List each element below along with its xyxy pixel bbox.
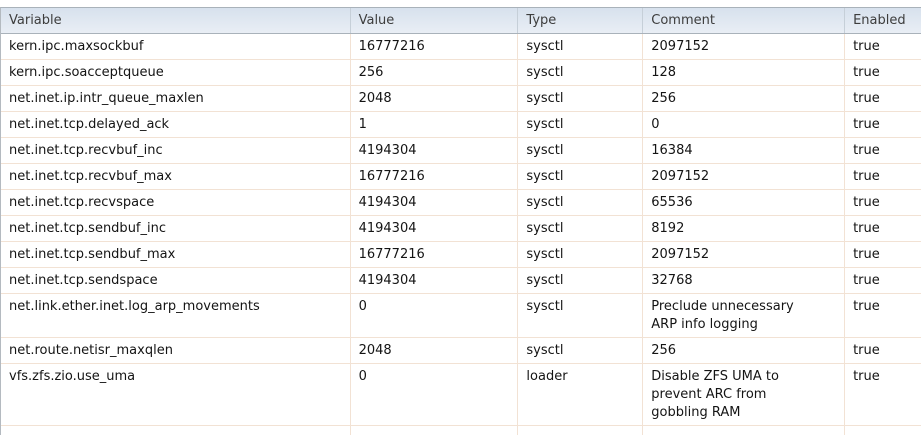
cell-variable: net.link.ether.inet.log_arp_movements	[1, 294, 351, 337]
cell-variable: net.route.netisr_maxqlen	[1, 338, 351, 363]
table-row[interactable]: net.inet.tcp.sendbuf_inc 4194304 sysctl 819…	[1, 216, 921, 242]
table-row[interactable]: vfs.zfs.zio.use_uma 0 loader Disable ZFS UM…	[1, 364, 921, 426]
cell-enabled: true	[853, 299, 880, 314]
cell-type: sysctl	[518, 216, 644, 241]
cell-value: 16777216	[351, 34, 519, 59]
cell-type: sysctl	[518, 190, 644, 215]
cell-type: sysctl	[518, 164, 644, 189]
cell-enabled: true	[853, 221, 880, 236]
cell-enabled: true	[853, 65, 880, 80]
cell-value: 1	[351, 112, 519, 137]
cell-value: 256	[351, 60, 519, 85]
column-header-variable[interactable]: Variable	[1, 8, 351, 33]
table-row[interactable]: net.inet.tcp.delayed_ack 1 sysctl 0 true	[1, 112, 921, 138]
table-row[interactable]: net.inet.tcp.sendspace 4194304 sysctl 32768…	[1, 268, 921, 294]
empty-cell	[1, 426, 351, 435]
empty-cell	[351, 426, 519, 435]
cell-comment: 8192	[643, 216, 846, 241]
table-body: kern.ipc.maxsockbuf 16777216 sysctl 2097152…	[1, 34, 921, 435]
cell-comment: 0	[643, 112, 846, 137]
cell-variable: vfs.zfs.zio.use_uma	[1, 364, 351, 425]
cell-comment: Preclude unnecessary ARP info logging	[643, 294, 846, 337]
cell-variable: net.inet.tcp.recvbuf_inc	[1, 138, 351, 163]
column-header-comment[interactable]: Comment	[643, 8, 846, 33]
cell-value: 16777216	[351, 164, 519, 189]
empty-cell	[845, 426, 921, 435]
table-row[interactable]: net.link.ether.inet.log_arp_movements 0 sy…	[1, 294, 921, 338]
cell-value: 4194304	[351, 216, 519, 241]
empty-cell	[643, 426, 846, 435]
cell-type: sysctl	[518, 86, 644, 111]
cell-type: sysctl	[518, 268, 644, 293]
cell-enabled: true	[853, 91, 880, 106]
table-row[interactable]: kern.ipc.soacceptqueue 256 sysctl 128 true	[1, 60, 921, 86]
cell-variable: net.inet.tcp.delayed_ack	[1, 112, 351, 137]
table-row[interactable]: net.inet.ip.intr_queue_maxlen 2048 sysctl 2…	[1, 86, 921, 112]
cell-value: 4194304	[351, 268, 519, 293]
table-row[interactable]: net.inet.tcp.recvspace 4194304 sysctl 65536…	[1, 190, 921, 216]
column-header-value[interactable]: Value	[351, 8, 519, 33]
cell-type: sysctl	[518, 338, 644, 363]
cell-enabled: true	[853, 117, 880, 132]
cell-comment: 2097152	[643, 34, 846, 59]
cell-type: sysctl	[518, 294, 644, 337]
cell-enabled: true	[853, 369, 880, 384]
tunables-table: Variable Value Type Comment Enabled kern…	[0, 7, 921, 435]
cell-value: 0	[351, 364, 519, 425]
cell-variable: net.inet.tcp.sendspace	[1, 268, 351, 293]
table-row[interactable]: kern.ipc.maxsockbuf 16777216 sysctl 2097152…	[1, 34, 921, 60]
cell-comment: 2097152	[643, 242, 846, 267]
cell-comment: 2097152	[643, 164, 846, 189]
cell-variable: net.inet.tcp.sendbuf_max	[1, 242, 351, 267]
cell-value: 2048	[351, 338, 519, 363]
cell-value: 4194304	[351, 138, 519, 163]
cell-variable: kern.ipc.soacceptqueue	[1, 60, 351, 85]
cell-comment: 32768	[643, 268, 846, 293]
cell-type: sysctl	[518, 34, 644, 59]
cell-comment: Disable ZFS UMA to prevent ARC from gobb…	[643, 364, 846, 425]
table-row[interactable]: net.inet.tcp.recvbuf_max 16777216 sysctl 20…	[1, 164, 921, 190]
table-row[interactable]: net.route.netisr_maxqlen 2048 sysctl 256 tru…	[1, 338, 921, 364]
cell-comment: 65536	[643, 190, 846, 215]
cell-variable: net.inet.ip.intr_queue_maxlen	[1, 86, 351, 111]
cell-type: sysctl	[518, 112, 644, 137]
cell-type: sysctl	[518, 138, 644, 163]
cell-comment: 16384	[643, 138, 846, 163]
table-row[interactable]: net.inet.tcp.sendbuf_max 16777216 sysctl 20…	[1, 242, 921, 268]
cell-comment: 256	[643, 86, 846, 111]
cell-type: loader	[518, 364, 644, 425]
cell-type: sysctl	[518, 242, 644, 267]
cell-enabled: true	[853, 343, 880, 358]
cell-variable: net.inet.tcp.sendbuf_inc	[1, 216, 351, 241]
cell-variable: net.inet.tcp.recvspace	[1, 190, 351, 215]
cell-enabled: true	[853, 273, 880, 288]
cell-value: 2048	[351, 86, 519, 111]
cell-enabled: true	[853, 195, 880, 210]
table-row[interactable]: net.inet.tcp.recvbuf_inc 4194304 sysctl 163…	[1, 138, 921, 164]
cell-value: 16777216	[351, 242, 519, 267]
cell-variable: kern.ipc.maxsockbuf	[1, 34, 351, 59]
cell-comment: 256	[643, 338, 846, 363]
cell-enabled: true	[853, 39, 880, 54]
cell-type: sysctl	[518, 60, 644, 85]
column-header-enabled[interactable]: Enabled	[853, 13, 906, 28]
empty-row	[1, 426, 921, 435]
cell-enabled: true	[853, 143, 880, 158]
column-header-type[interactable]: Type	[518, 8, 644, 33]
empty-cell	[518, 426, 644, 435]
cell-variable: net.inet.tcp.recvbuf_max	[1, 164, 351, 189]
cell-comment: 128	[643, 60, 846, 85]
table-header-row: Variable Value Type Comment Enabled	[1, 8, 921, 34]
cell-enabled: true	[853, 169, 880, 184]
cell-value: 0	[351, 294, 519, 337]
cell-value: 4194304	[351, 190, 519, 215]
cell-enabled: true	[853, 247, 880, 262]
